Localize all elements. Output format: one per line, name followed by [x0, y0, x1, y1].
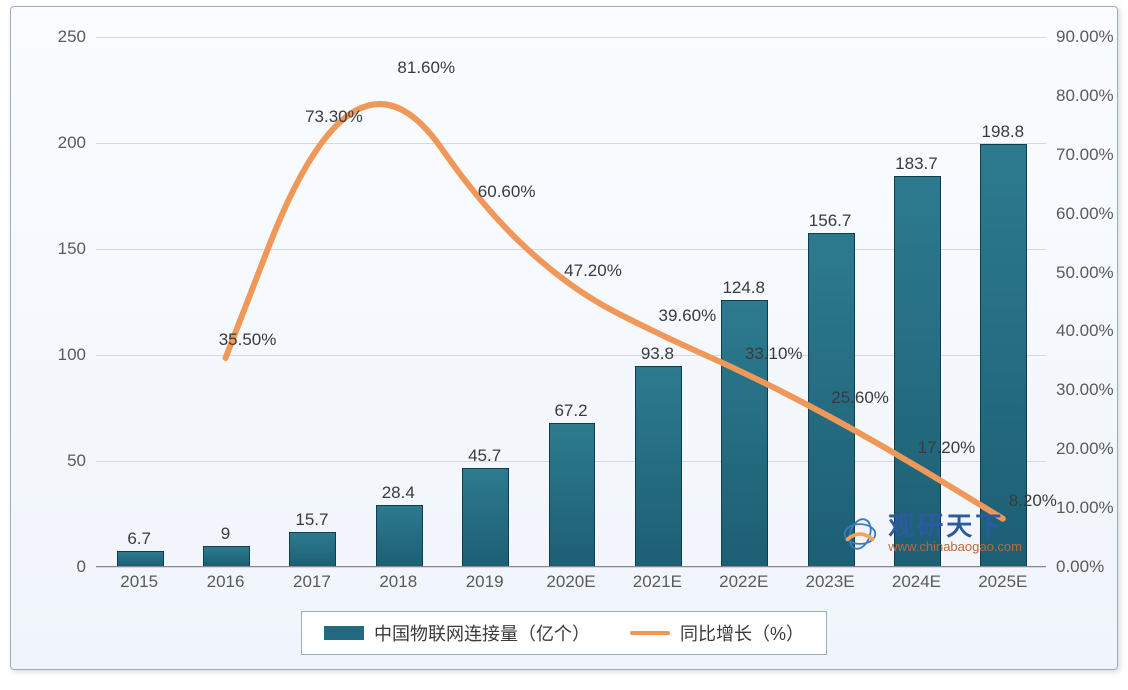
y-right-tick-label: 80.00%	[1056, 86, 1114, 106]
legend-bar-swatch	[324, 626, 364, 640]
bar-value-label: 15.7	[295, 510, 328, 534]
line-value-label: 35.50%	[219, 330, 277, 356]
y-left-tick-label: 100	[58, 345, 86, 365]
y-right-tick-label: 0.00%	[1056, 557, 1104, 577]
bar-value-label: 6.7	[127, 529, 151, 553]
plot-area: 050100150200250 0.00%10.00%20.00%30.00%4…	[96, 37, 1046, 567]
y-right-tick-label: 20.00%	[1056, 439, 1114, 459]
x-label: 2023E	[805, 572, 854, 592]
y-right-tick-label: 70.00%	[1056, 145, 1114, 165]
y-right-tick-label: 30.00%	[1056, 380, 1114, 400]
line-value-label: 8.20%	[1009, 491, 1057, 517]
y-left-tick-label: 150	[58, 239, 86, 259]
bar-value-label: 9	[221, 524, 230, 548]
x-label: 2018	[379, 572, 417, 592]
bar-value-label: 124.8	[722, 278, 765, 302]
x-label: 2020E	[546, 572, 595, 592]
line-value-label: 60.60%	[478, 182, 536, 208]
line-value-label: 47.20%	[564, 261, 622, 287]
legend-bar-label: 中国物联网连接量（亿个）	[374, 620, 590, 646]
y-right-tick-label: 60.00%	[1056, 204, 1114, 224]
x-axis-labels: 2015 2016 2017 2018 2019 2020E 2021E 2022E 2023E…	[96, 572, 1046, 602]
x-label: 2019	[466, 572, 504, 592]
legend-item-bar: 中国物联网连接量（亿个）	[324, 620, 590, 646]
y-right-tick-label: 40.00%	[1056, 321, 1114, 341]
x-label: 2017	[293, 572, 331, 592]
y-left-tick-label: 200	[58, 133, 86, 153]
line-value-label: 81.60%	[397, 58, 455, 84]
legend-line-swatch	[630, 631, 670, 635]
chart-frame: 0 50 100 150 200 250 0.00% 10.00% 20.00% 30.00% 4…	[10, 6, 1118, 670]
x-label: 2016	[207, 572, 245, 592]
legend-item-line: 同比增长（%）	[630, 620, 804, 646]
legend-line-label: 同比增长（%）	[680, 620, 804, 646]
x-label: 2022E	[719, 572, 768, 592]
bar-value-label: 198.8	[982, 122, 1025, 146]
x-label: 2021E	[633, 572, 682, 592]
line-value-label: 33.10%	[745, 344, 803, 370]
y-right-tick-label: 10.00%	[1056, 498, 1114, 518]
bar-value-label: 156.7	[809, 211, 852, 235]
growth-line	[226, 104, 1003, 519]
line-value-label: 25.60%	[831, 388, 889, 414]
bar-value-label: 28.4	[382, 483, 415, 507]
bar-value-label: 93.8	[641, 344, 674, 368]
line-value-label: 73.30%	[305, 107, 363, 133]
x-label: 2015	[120, 572, 158, 592]
x-baseline	[96, 566, 1046, 567]
line-series-svg	[96, 37, 1046, 567]
bar-value-label: 45.7	[468, 446, 501, 470]
line-value-label: 39.60%	[659, 306, 717, 332]
bar-value-label: 67.2	[554, 401, 587, 425]
line-value-label: 17.20%	[918, 438, 976, 464]
x-label: 2024E	[892, 572, 941, 592]
y-left-tick-label: 0	[77, 557, 86, 577]
y-right-tick-label: 90.00%	[1056, 27, 1114, 47]
bar-value-label: 183.7	[895, 154, 938, 178]
y-right-tick-label: 50.00%	[1056, 263, 1114, 283]
gridline	[96, 567, 1046, 568]
y-left-tick-label: 250	[58, 27, 86, 47]
x-label: 2025E	[978, 572, 1027, 592]
y-left-tick-label: 50	[67, 451, 86, 471]
legend: 中国物联网连接量（亿个） 同比增长（%）	[301, 611, 827, 655]
